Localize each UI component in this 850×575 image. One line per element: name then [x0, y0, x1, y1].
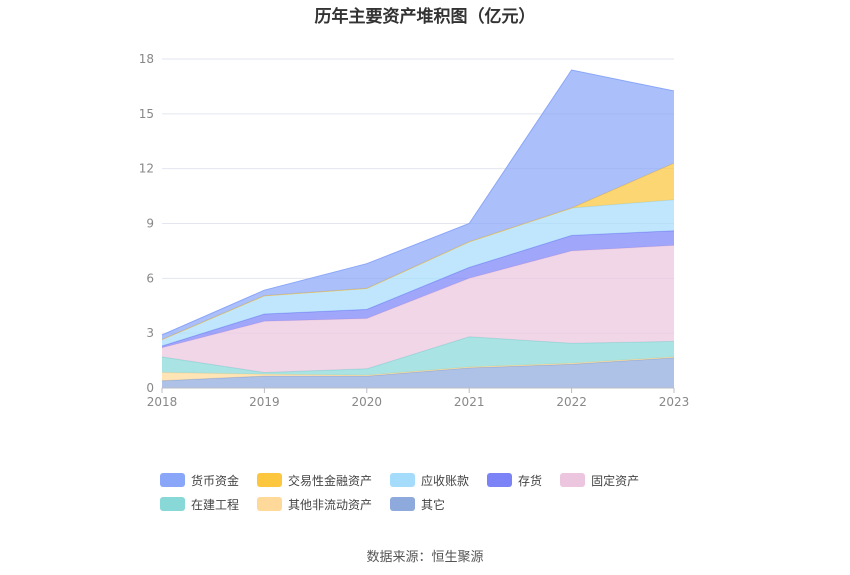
chart-title: 历年主要资产堆积图（亿元）	[314, 7, 536, 27]
legend-label: 固定资产	[591, 473, 640, 488]
y-tick-label: 3	[146, 326, 154, 340]
data-source: 数据来源：恒生聚源	[366, 550, 484, 565]
x-tick-label: 2023	[659, 395, 690, 409]
legend-swatch	[257, 473, 283, 487]
legend-label: 存货	[518, 473, 543, 488]
legend: 货币资金 交易性金融资产 应收账款 存货 固定资产在建工程 其他非流动资产 其它	[160, 472, 720, 520]
legend-item[interactable]: 应收账款	[390, 472, 469, 488]
y-tick-label: 0	[146, 381, 154, 395]
x-tick-label: 2020	[352, 395, 383, 409]
area-series	[161, 69, 675, 388]
x-tick-label: 2022	[556, 395, 587, 409]
legend-item[interactable]: 货币资金	[160, 472, 239, 488]
legend-label: 其他非流动资产	[288, 497, 373, 512]
legend-label: 交易性金融资产	[288, 473, 373, 488]
legend-item[interactable]: 在建工程	[160, 496, 239, 512]
legend-item[interactable]: 其它	[390, 496, 445, 512]
legend-swatch	[390, 497, 416, 511]
y-tick-label: 18	[139, 52, 154, 66]
legend-swatch	[487, 473, 513, 487]
area-series-固定资产	[162, 245, 674, 373]
legend-swatch	[560, 473, 586, 487]
axes: 0 3 6 9 12 15 18 2018 2019 2020 2021 2022 2023	[139, 52, 690, 409]
area-edge-货币资金	[161, 69, 675, 336]
y-tick-label: 12	[139, 162, 154, 176]
x-tick-label: 2018	[147, 395, 178, 409]
x-tick-label: 2021	[454, 395, 485, 409]
area-series-货币资金	[162, 70, 674, 340]
legend-item[interactable]: 存货	[487, 472, 542, 488]
area-series-在建工程	[162, 336, 674, 376]
legend-swatch	[257, 497, 283, 511]
legend-label: 其它	[421, 497, 446, 512]
legend-item[interactable]: 其他非流动资产	[257, 496, 372, 512]
legend-swatch	[160, 497, 185, 511]
area-series-存货	[162, 230, 674, 348]
y-tick-label: 15	[139, 107, 154, 121]
legend-swatch	[160, 473, 185, 487]
x-tick-label: 2019	[249, 395, 280, 409]
legend-label: 货币资金	[191, 473, 240, 488]
legend-label: 应收账款	[421, 473, 470, 488]
area-series-应收账款	[162, 199, 674, 346]
legend-label: 在建工程	[191, 497, 240, 512]
legend-swatch	[390, 473, 416, 487]
y-tick-label: 9	[146, 217, 154, 231]
y-tick-label: 6	[146, 271, 154, 285]
legend-item[interactable]: 固定资产	[560, 472, 639, 488]
legend-item[interactable]: 交易性金融资产	[257, 472, 372, 488]
